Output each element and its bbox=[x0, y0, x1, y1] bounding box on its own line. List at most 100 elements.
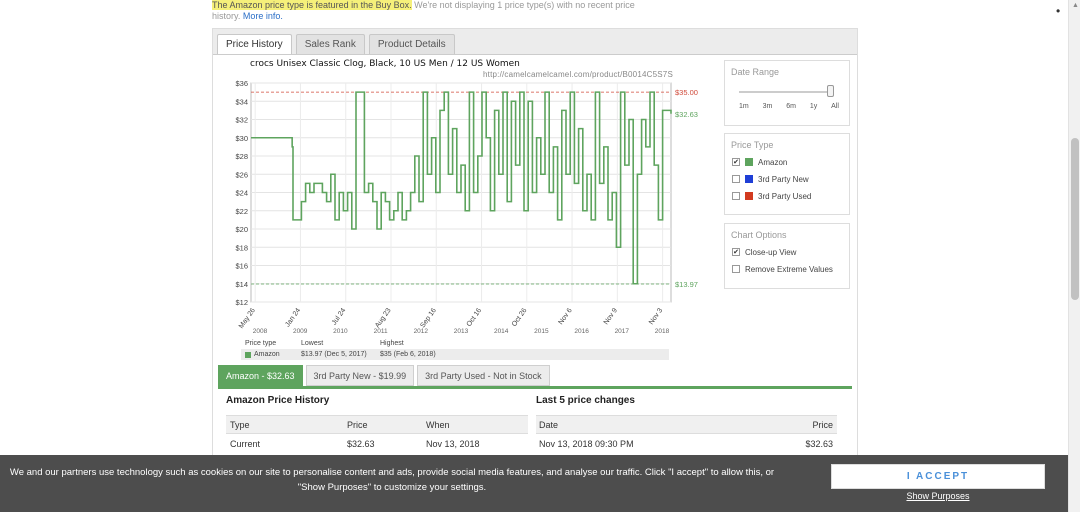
date-range-handle[interactable] bbox=[827, 85, 834, 97]
price-type-notice: The Amazon price type is featured in the… bbox=[212, 0, 812, 22]
year-label: 2011 bbox=[374, 328, 388, 335]
range-6m[interactable]: 6m bbox=[786, 103, 796, 110]
x-tick-label: Jan 24 bbox=[284, 307, 302, 328]
y-tick-label: $14 bbox=[235, 280, 248, 289]
table-row: Current $32.63 Nov 13, 2018 bbox=[226, 434, 528, 453]
page-scrollbar[interactable]: ▲ bbox=[1068, 0, 1080, 512]
highest-price-label: $35.00 bbox=[675, 88, 698, 97]
history-header-type: Type bbox=[230, 419, 250, 430]
close-up-label: Close-up View bbox=[745, 247, 797, 257]
amazon-checkbox[interactable]: ✔ bbox=[732, 158, 740, 166]
tab-3rd-party-new[interactable]: 3rd Party New - $19.99 bbox=[305, 365, 415, 386]
y-tick-label: $20 bbox=[235, 225, 248, 234]
range-all[interactable]: All bbox=[831, 103, 839, 110]
changes-header-date: Date bbox=[539, 419, 559, 430]
stats-header-highest: Highest bbox=[380, 340, 404, 347]
price-type-3p-new: 3rd Party New bbox=[758, 174, 809, 184]
remove-extreme-label: Remove Extreme Values bbox=[745, 264, 833, 274]
x-tick-label: Sep 16 bbox=[419, 307, 438, 329]
buy-box-highlight: The Amazon price type is featured in the… bbox=[212, 0, 412, 10]
year-label: 2018 bbox=[655, 328, 670, 335]
cookie-text-line1: We and our partners use technology such … bbox=[9, 467, 775, 478]
year-label: 2014 bbox=[494, 328, 509, 335]
third-party-used-color-icon bbox=[745, 192, 753, 200]
price-type-amazon: Amazon bbox=[758, 157, 788, 167]
tab-3rd-party-used[interactable]: 3rd Party Used - Not in Stock bbox=[417, 365, 550, 386]
price-type-tabs: Amazon - $32.63 3rd Party New - $19.99 3… bbox=[218, 365, 550, 387]
close-up-checkbox[interactable]: ✔ bbox=[732, 248, 740, 256]
tab-price-history[interactable]: Price History bbox=[217, 34, 292, 54]
range-1y[interactable]: 1y bbox=[809, 103, 818, 110]
y-tick-label: $16 bbox=[235, 262, 248, 271]
y-tick-label: $12 bbox=[235, 298, 248, 307]
year-label: 2015 bbox=[534, 328, 549, 335]
cookie-text: We and our partners use technology such … bbox=[0, 465, 784, 495]
tab-sales-rank[interactable]: Sales Rank bbox=[295, 34, 365, 54]
more-info-link[interactable]: More info. bbox=[242, 11, 283, 21]
x-tick-label: May 26 bbox=[238, 307, 257, 330]
show-purposes-link[interactable]: Show Purposes bbox=[906, 491, 970, 501]
accept-button[interactable]: I ACCEPT bbox=[831, 464, 1045, 489]
y-tick-label: $36 bbox=[235, 79, 248, 88]
y-tick-label: $32 bbox=[235, 116, 248, 125]
date-range-title: Date Range bbox=[731, 67, 780, 77]
subtab-underline bbox=[218, 386, 852, 389]
price-type-title: Price Type bbox=[731, 140, 774, 150]
scroll-up-arrow-icon[interactable]: ▲ bbox=[1072, 2, 1079, 9]
history-header-price: Price bbox=[347, 419, 368, 430]
cookie-text-line2: "Show Purposes" to customize your settin… bbox=[297, 482, 487, 493]
range-1m[interactable]: 1m bbox=[739, 103, 749, 110]
y-tick-label: $30 bbox=[235, 134, 248, 143]
history-price: $32.63 bbox=[347, 438, 375, 449]
third-party-used-checkbox[interactable] bbox=[732, 192, 740, 200]
stats-lowest: $13.97 (Dec 5, 2017) bbox=[301, 351, 367, 358]
date-range-box: Date Range 1m 3m 6m 1y All bbox=[724, 60, 850, 126]
x-tick-label: Oct 16 bbox=[466, 307, 484, 328]
year-label: 2013 bbox=[454, 328, 469, 335]
changes-date: Nov 13, 2018 09:30 PM bbox=[539, 438, 634, 449]
x-tick-label: Nov 6 bbox=[557, 307, 573, 326]
history-type: Current bbox=[230, 438, 261, 449]
price-history-panel: Price History Sales Rank Product Details… bbox=[212, 28, 858, 468]
chart-url: http://camelcamelcamel.com/product/B0014… bbox=[483, 70, 673, 79]
range-3m[interactable]: 3m bbox=[762, 103, 773, 110]
notice-text-line2: history. bbox=[212, 11, 243, 21]
chart-options-box: Chart Options ✔ Close-up View Remove Ext… bbox=[724, 223, 850, 289]
changes-header-price: Price bbox=[812, 419, 833, 430]
price-type-3p-used: 3rd Party Used bbox=[758, 191, 812, 201]
remove-extreme-checkbox[interactable] bbox=[732, 265, 740, 273]
menu-dot-icon[interactable]: • bbox=[1056, 4, 1061, 18]
price-chart: $12 $14 $16 $18 $20 $22 $24 $26 $28 $30 $32 $34 $36 M… bbox=[235, 79, 698, 335]
x-tick-label: Oct 26 bbox=[511, 307, 529, 328]
tab-product-details[interactable]: Product Details bbox=[368, 34, 455, 54]
year-label: 2010 bbox=[333, 328, 348, 335]
year-label: 2009 bbox=[293, 328, 308, 335]
x-tick-label: Jul 24 bbox=[331, 307, 348, 326]
y-tick-label: $34 bbox=[235, 97, 248, 106]
history-header-when: When bbox=[426, 419, 450, 430]
scroll-thumb[interactable] bbox=[1071, 138, 1079, 300]
table-row: Nov 13, 2018 09:30 PM $32.63 bbox=[536, 434, 837, 453]
chart-tabs: Price History Sales Rank Product Details bbox=[213, 29, 857, 55]
y-tick-label: $22 bbox=[235, 207, 248, 216]
chart-options-title: Chart Options bbox=[731, 230, 787, 240]
y-tick-label: $26 bbox=[235, 170, 248, 179]
changes-price: $32.63 bbox=[805, 438, 833, 449]
stats-highest: $35 (Feb 6, 2018) bbox=[380, 351, 436, 358]
stats-header-lowest: Lowest bbox=[301, 340, 324, 347]
amazon-color-icon bbox=[745, 158, 753, 166]
chart-title: crocs Unisex Classic Clog, Black, 10 US … bbox=[250, 59, 520, 69]
tab-amazon[interactable]: Amazon - $32.63 bbox=[218, 365, 303, 386]
stats-type: Amazon bbox=[254, 351, 280, 358]
third-party-new-checkbox[interactable] bbox=[732, 175, 740, 183]
third-party-new-color-icon bbox=[745, 175, 753, 183]
notice-text: We're not displaying 1 price type(s) wit… bbox=[411, 0, 635, 10]
current-price-label: $32.63 bbox=[675, 110, 698, 119]
y-tick-label: $18 bbox=[235, 243, 248, 252]
history-when: Nov 13, 2018 bbox=[426, 438, 480, 449]
y-tick-label: $24 bbox=[235, 189, 248, 198]
year-label: 2017 bbox=[615, 328, 630, 335]
stats-header-type: Price type bbox=[245, 340, 277, 347]
changes-table: Date Price Nov 13, 2018 09:30 PM $32.63 bbox=[536, 415, 837, 453]
date-range-track[interactable] bbox=[739, 91, 833, 93]
